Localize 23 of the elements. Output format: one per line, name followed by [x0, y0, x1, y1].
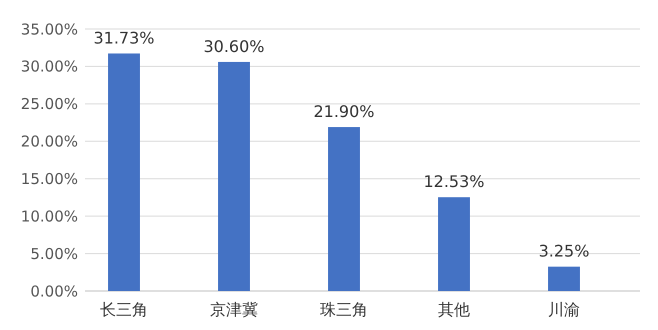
- data-label: 21.90%: [313, 102, 375, 122]
- bar: [218, 62, 250, 291]
- y-tick-label: 0.00%: [30, 282, 78, 300]
- bar: [548, 266, 580, 291]
- y-tick-label: 5.00%: [30, 244, 78, 263]
- data-label: 3.25%: [538, 242, 590, 261]
- y-tick-label: 20.00%: [20, 132, 78, 151]
- x-tick-label: 川渝: [548, 300, 580, 319]
- y-tick-label: 25.00%: [20, 95, 78, 114]
- y-tick-label: 15.00%: [20, 170, 78, 188]
- x-tick-label: 其他: [438, 300, 470, 319]
- y-tick-label: 10.00%: [20, 207, 78, 226]
- y-tick-label: 30.00%: [20, 58, 78, 76]
- data-label: 30.60%: [203, 36, 265, 56]
- bar: [328, 127, 360, 291]
- bar: [438, 197, 470, 291]
- y-tick-label: 35.00%: [20, 20, 78, 38]
- data-label: 12.53%: [423, 172, 485, 192]
- data-label: 31.73%: [93, 28, 155, 48]
- x-tick-label: 珠三角: [320, 300, 368, 319]
- x-tick-label: 京津冀: [210, 300, 258, 319]
- x-tick-label: 长三角: [100, 300, 148, 319]
- bar: [108, 53, 140, 291]
